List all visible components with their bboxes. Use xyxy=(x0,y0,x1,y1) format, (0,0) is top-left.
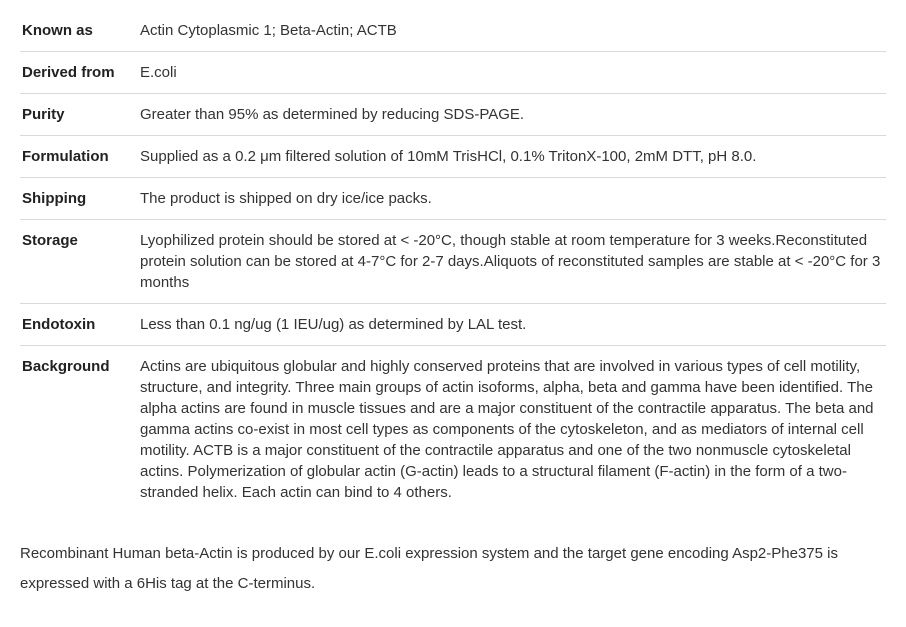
row-value: Actin Cytoplasmic 1; Beta-Actin; ACTB xyxy=(138,10,886,52)
table-row: Known as Actin Cytoplasmic 1; Beta-Actin… xyxy=(20,10,886,52)
row-value: Lyophilized protein should be stored at … xyxy=(138,220,886,304)
row-value: Less than 0.1 ng/ug (1 IEU/ug) as determ… xyxy=(138,304,886,346)
table-row: Derived from E.coli xyxy=(20,52,886,94)
table-row: Purity Greater than 95% as determined by… xyxy=(20,94,886,136)
row-label: Formulation xyxy=(20,136,138,178)
table-row: Endotoxin Less than 0.1 ng/ug (1 IEU/ug)… xyxy=(20,304,886,346)
row-label: Background xyxy=(20,346,138,514)
table-row: Background Actins are ubiquitous globula… xyxy=(20,346,886,514)
table-row: Formulation Supplied as a 0.2 μm filtere… xyxy=(20,136,886,178)
row-label: Endotoxin xyxy=(20,304,138,346)
properties-tbody: Known as Actin Cytoplasmic 1; Beta-Actin… xyxy=(20,10,886,513)
row-value: E.coli xyxy=(138,52,886,94)
table-row: Shipping The product is shipped on dry i… xyxy=(20,178,886,220)
row-value: Actins are ubiquitous globular and highl… xyxy=(138,346,886,514)
properties-table: Known as Actin Cytoplasmic 1; Beta-Actin… xyxy=(20,10,886,513)
row-value: Supplied as a 0.2 μm filtered solution o… xyxy=(138,136,886,178)
row-label: Shipping xyxy=(20,178,138,220)
description-paragraph: Recombinant Human beta-Actin is produced… xyxy=(20,539,886,599)
table-row: Storage Lyophilized protein should be st… xyxy=(20,220,886,304)
product-spec-container: Known as Actin Cytoplasmic 1; Beta-Actin… xyxy=(0,0,906,619)
row-label: Derived from xyxy=(20,52,138,94)
row-label: Storage xyxy=(20,220,138,304)
row-value: Greater than 95% as determined by reduci… xyxy=(138,94,886,136)
row-value: The product is shipped on dry ice/ice pa… xyxy=(138,178,886,220)
row-label: Known as xyxy=(20,10,138,52)
row-label: Purity xyxy=(20,94,138,136)
